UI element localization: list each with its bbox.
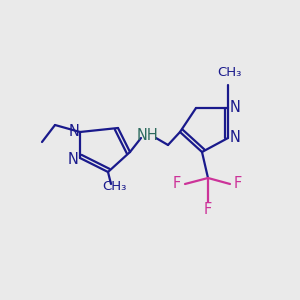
Text: CH₃: CH₃ (102, 179, 126, 193)
Text: NH: NH (137, 128, 159, 143)
Text: F: F (204, 202, 212, 217)
Text: N: N (230, 130, 240, 145)
Text: N: N (230, 100, 240, 115)
Text: F: F (173, 176, 181, 191)
Text: F: F (234, 176, 242, 191)
Text: N: N (68, 152, 78, 166)
Text: N: N (69, 124, 80, 139)
Text: CH₃: CH₃ (217, 67, 241, 80)
